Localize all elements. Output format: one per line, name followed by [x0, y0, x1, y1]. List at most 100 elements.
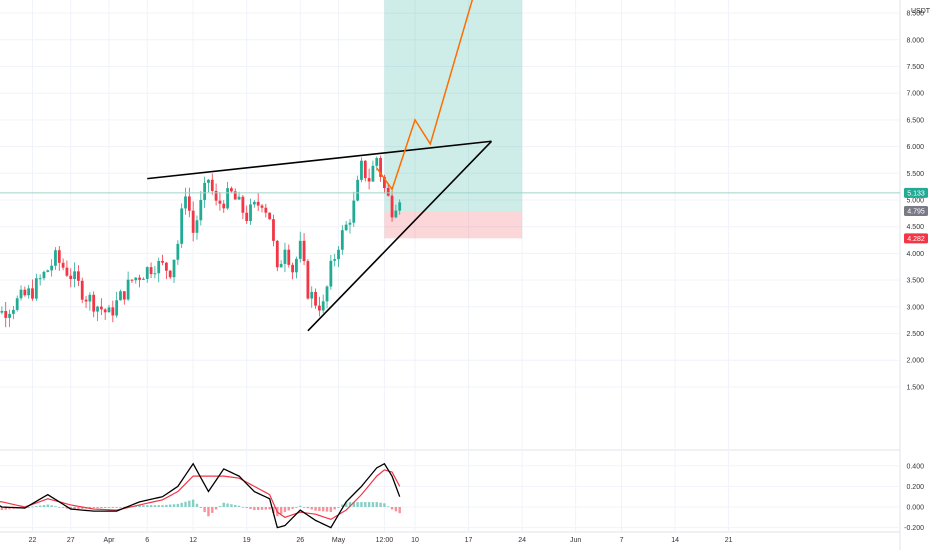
histogram-bar — [356, 502, 359, 507]
candle-body — [11, 309, 15, 314]
candle-body — [88, 294, 92, 302]
candle-body — [340, 230, 344, 250]
histogram-bar — [337, 507, 340, 508]
histogram-bar — [218, 506, 222, 507]
candle-body — [302, 240, 306, 262]
candle-body — [31, 288, 34, 299]
candle-body — [23, 289, 27, 296]
price-tick-label: 5.500 — [906, 171, 924, 178]
candle-body — [398, 202, 402, 211]
candle-body — [84, 299, 88, 302]
histogram-bar — [272, 507, 275, 513]
candle-body — [279, 263, 283, 268]
candle-body — [379, 157, 382, 177]
drawing-lines[interactable] — [0, 0, 900, 332]
histogram-bar — [394, 507, 398, 512]
histogram-bar — [211, 507, 214, 513]
stop-zone[interactable] — [384, 210, 523, 239]
histogram-bar — [103, 507, 107, 508]
histogram-bar — [199, 507, 202, 508]
histogram-bar — [214, 507, 218, 510]
price-tick-label: 4.500 — [906, 224, 924, 231]
histogram-bar — [191, 499, 195, 507]
candle-body — [344, 224, 348, 231]
time-tick-label: 6 — [145, 537, 149, 544]
candle-body — [134, 277, 138, 281]
candle-body — [356, 179, 360, 201]
price-badge-label: 5.133 — [907, 190, 925, 197]
candle-body — [65, 267, 69, 276]
histogram-bar — [115, 507, 118, 508]
candle-body — [386, 188, 390, 196]
candle-body — [237, 196, 241, 200]
price-tick-label: 3.500 — [906, 278, 924, 285]
histogram-bar — [383, 503, 386, 507]
projection-path[interactable] — [376, 0, 476, 191]
candle-body — [325, 286, 329, 302]
histogram-bar — [352, 502, 355, 507]
histogram-bar — [31, 506, 34, 508]
candle-body — [69, 275, 73, 280]
histogram-bar — [65, 507, 69, 509]
histogram-bar — [322, 507, 325, 512]
histogram-bar — [100, 507, 103, 509]
histogram-bar — [111, 507, 115, 508]
histogram-bar — [27, 507, 30, 508]
histogram-bar — [329, 507, 333, 512]
histogram-bar — [188, 500, 191, 507]
histogram-bar — [249, 507, 252, 510]
target-zone[interactable] — [384, 0, 523, 211]
time-tick-label: 7 — [620, 537, 624, 544]
histogram-bar — [0, 507, 4, 511]
histogram-bar — [69, 507, 72, 510]
candle-body — [367, 178, 371, 182]
histogram-bar — [77, 507, 80, 510]
histogram-bar — [241, 506, 245, 508]
candle-body — [50, 265, 54, 271]
price-badge — [904, 233, 928, 244]
candle-body — [295, 258, 298, 273]
histogram-bar — [96, 507, 99, 509]
histogram-bar — [138, 505, 141, 507]
candle-body — [61, 262, 65, 268]
histogram-bar — [207, 507, 210, 517]
candle-body — [249, 204, 252, 222]
position-zones[interactable] — [384, 0, 523, 239]
time-tick-label: 10 — [411, 537, 419, 544]
candle-body — [298, 240, 302, 259]
macd-line — [0, 462, 401, 529]
osc-tick-label: -0.200 — [904, 525, 924, 532]
candle-body — [19, 289, 23, 299]
candle-body — [329, 260, 333, 287]
histogram-bar — [81, 507, 84, 509]
candle-body — [73, 271, 76, 280]
histogram-bar — [237, 505, 241, 507]
histogram-bar — [310, 507, 313, 510]
histogram-bar — [390, 507, 394, 510]
histogram-bar — [341, 504, 344, 507]
candle-body — [383, 176, 386, 189]
histogram-bar — [149, 505, 153, 507]
price-tick-label: 5.000 — [906, 198, 924, 205]
histogram-bar — [146, 505, 149, 507]
candle-body — [287, 249, 291, 265]
candle-body — [46, 270, 50, 272]
price-tick-label: 4.000 — [906, 251, 924, 258]
candle-body — [38, 278, 42, 280]
price-tick-label: 7.000 — [906, 91, 924, 98]
candle-body — [0, 311, 4, 313]
oscillator-pane — [0, 462, 401, 529]
candle-body — [245, 212, 249, 222]
candle-body — [80, 280, 84, 300]
histogram-bar — [318, 507, 321, 512]
candle-body — [77, 271, 80, 281]
histogram-bar — [58, 507, 61, 508]
histogram-bar — [367, 502, 371, 507]
resistance-trendline[interactable] — [147, 140, 492, 180]
candle-body — [321, 301, 325, 311]
candle-body — [57, 250, 61, 263]
support-trendline[interactable] — [307, 140, 493, 332]
histogram-bar — [165, 504, 168, 507]
price-badge — [904, 205, 928, 216]
